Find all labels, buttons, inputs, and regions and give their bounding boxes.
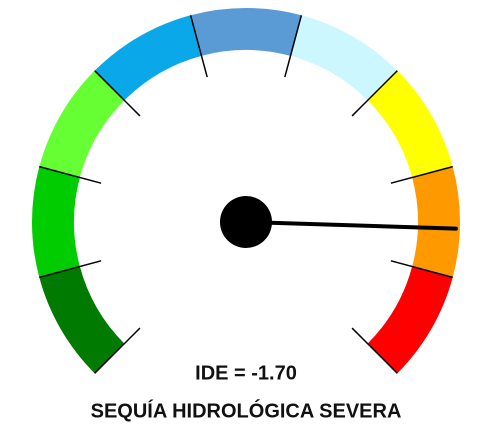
gauge-tick — [94, 327, 141, 374]
gauge-tick — [284, 15, 303, 78]
gauge-tick — [94, 70, 141, 117]
gauge-segment — [290, 15, 398, 101]
gauge-tick — [39, 260, 102, 279]
gauge-segment — [367, 266, 453, 374]
gauge-tick — [351, 70, 398, 117]
value-label: IDE = -1.70 — [195, 362, 297, 384]
gauge-tick — [351, 327, 398, 374]
gauge-segment — [367, 70, 453, 178]
gauge-tick — [390, 165, 453, 184]
gauge-segment — [31, 166, 80, 278]
needle — [244, 220, 458, 231]
gauge-segment — [39, 70, 125, 178]
gauge-segment — [94, 15, 202, 101]
gauge-segment — [39, 266, 125, 374]
gauge-tick — [39, 165, 102, 184]
gauge-tick — [189, 15, 208, 78]
needle-hub — [220, 196, 272, 248]
gauge-tick — [390, 260, 453, 279]
status-label: SEQUÍA HIDROLÓGICA SEVERA — [91, 398, 402, 422]
gauge-segment — [412, 166, 460, 278]
gauge-segment — [190, 8, 302, 56]
